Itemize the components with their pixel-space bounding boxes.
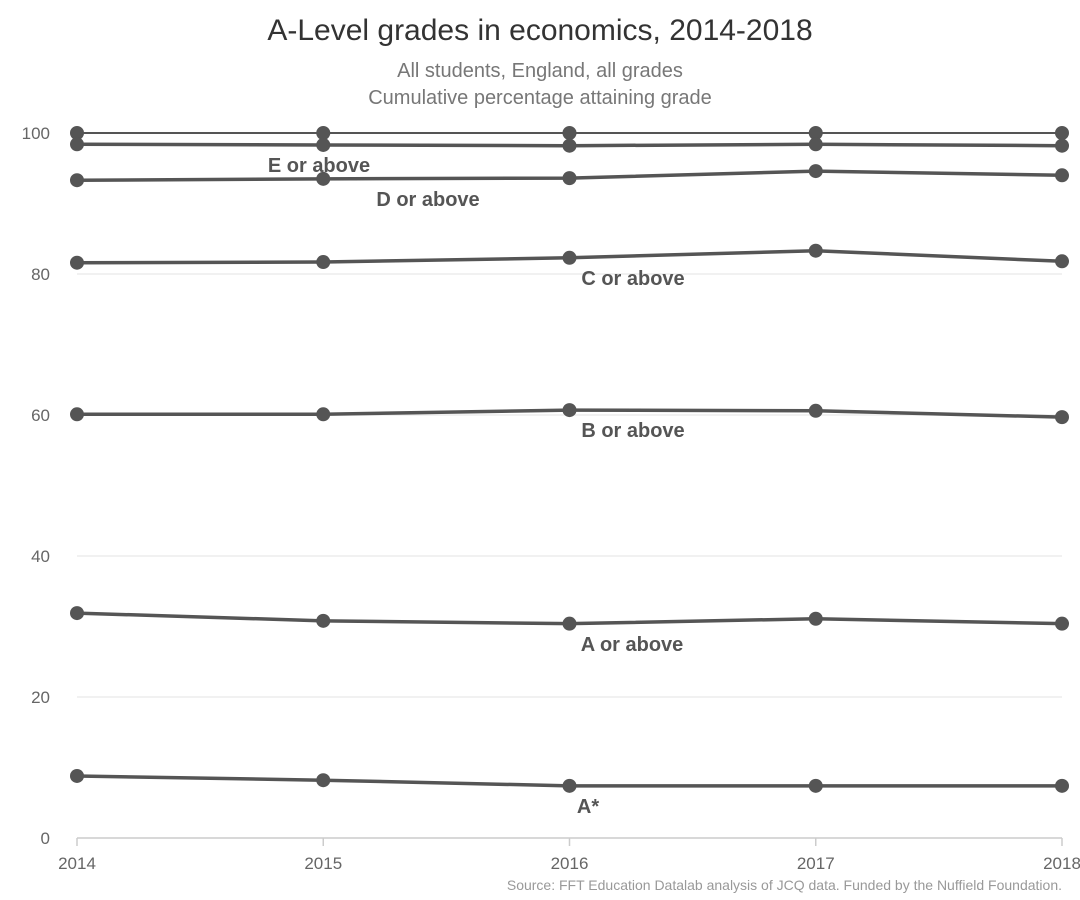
data-point (562, 778, 577, 793)
series-label: A* (577, 796, 599, 818)
series-label: B or above (581, 420, 684, 442)
data-point (1055, 778, 1069, 793)
data-point (70, 768, 84, 783)
data-point (562, 126, 577, 140)
data-point (808, 611, 823, 626)
y-tick-label: 100 (22, 124, 50, 143)
data-point (316, 171, 331, 186)
source-note: Source: FFT Education Datalab analysis o… (506, 877, 1062, 893)
y-tick-label: 0 (41, 829, 50, 848)
data-point (1055, 168, 1069, 183)
data-point (316, 407, 331, 422)
data-point (70, 407, 84, 422)
x-tick-label: 2014 (58, 854, 96, 873)
data-point (316, 255, 331, 270)
data-point (70, 255, 84, 270)
data-point (1055, 254, 1069, 269)
data-point (562, 250, 577, 265)
data-point (562, 616, 577, 631)
data-point (808, 778, 823, 793)
data-point (562, 138, 577, 153)
x-tick-label: 2016 (551, 854, 589, 873)
data-point (316, 773, 331, 788)
y-tick-label: 80 (31, 265, 50, 284)
x-tick-label: 2017 (797, 854, 835, 873)
data-point (1055, 616, 1069, 631)
data-point (70, 126, 84, 140)
y-tick-label: 40 (31, 547, 50, 566)
series-label: E or above (268, 155, 370, 177)
chart-subtitle-2: Cumulative percentage attaining grade (368, 87, 712, 109)
x-tick-label: 2015 (304, 854, 342, 873)
data-point (808, 164, 823, 179)
data-point (316, 613, 331, 628)
data-point (808, 243, 823, 258)
chart-subtitle-1: All students, England, all grades (397, 60, 683, 82)
data-point (808, 137, 823, 152)
data-point (1055, 126, 1069, 140)
data-point (562, 403, 577, 418)
data-point (70, 173, 84, 188)
data-point (70, 137, 84, 152)
data-point (808, 126, 823, 140)
chart-title: A-Level grades in economics, 2014-2018 (267, 14, 813, 47)
x-tick-label: 2018 (1043, 854, 1080, 873)
series-label: D or above (376, 189, 479, 211)
series-label: A or above (581, 634, 684, 656)
data-point (70, 606, 84, 621)
data-point (808, 403, 823, 418)
data-point (562, 171, 577, 186)
data-point (316, 126, 331, 140)
data-point (1055, 138, 1069, 153)
data-point (1055, 410, 1069, 425)
data-point (316, 137, 331, 152)
y-tick-label: 60 (31, 406, 50, 425)
y-tick-label: 20 (31, 688, 50, 707)
series-label: C or above (581, 268, 684, 290)
